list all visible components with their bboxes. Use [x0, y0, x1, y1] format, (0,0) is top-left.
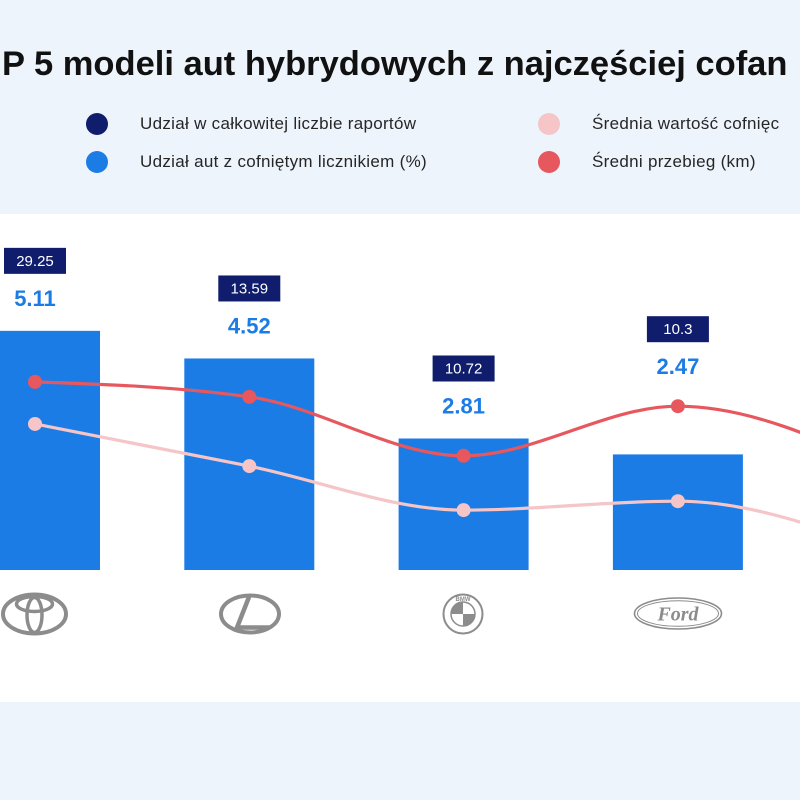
rollback-share-bar	[612, 454, 743, 570]
rollback-share-value-label: 2.81	[442, 393, 485, 418]
chart-title: P 5 modeli aut hybrydowych z najczęściej…	[2, 45, 788, 83]
rollback-value-point	[456, 503, 471, 518]
mileage-point	[670, 399, 685, 414]
legend-item-rollback-share: Udział aut z cofniętym licznikiem (%)	[86, 151, 427, 173]
report-share-label: 29.25	[16, 253, 54, 270]
rollback-value-point	[28, 416, 42, 431]
footer-band	[0, 702, 800, 800]
mileage-point	[28, 374, 42, 389]
rollback-share-value-label: 5.11	[14, 286, 56, 311]
bmw-logo: BMW	[442, 593, 484, 635]
rollback-share-value-label: 4.52	[228, 313, 271, 338]
report-share-label: 10.3	[663, 321, 692, 338]
mileage-point	[242, 389, 257, 404]
mileage-point	[456, 448, 471, 463]
report-share-box	[4, 247, 66, 274]
toyota-logo	[1, 592, 68, 636]
legend-label: Średnia wartość cofnięc	[592, 114, 780, 133]
report-share-box	[646, 316, 709, 343]
header-band	[0, 0, 800, 214]
legend-label: Średni przebieg (km)	[592, 152, 756, 171]
report-share-box	[432, 355, 495, 382]
legend-marker	[538, 113, 560, 135]
report-share-box	[218, 275, 281, 302]
ford-logo: Ford	[633, 597, 723, 630]
legend-label: Udział w całkowitej liczbie raportów	[140, 114, 417, 133]
legend-label: Udział aut z cofniętym licznikiem (%)	[140, 152, 427, 171]
rollback-value-point	[242, 459, 257, 474]
ford-logo-lettering: Ford	[656, 604, 699, 626]
rollback-share-value-label: 2.47	[656, 354, 699, 379]
lexus-logo	[219, 593, 281, 635]
legend-item-mileage: Średni przebieg (km)	[538, 151, 755, 173]
rollback-value-point	[670, 494, 685, 509]
line-points	[28, 374, 685, 518]
data-labels: 5.11 29.25 4.52 13.59 2.81 10.72 2.47 10.3	[4, 247, 709, 418]
report-share-label: 13.59	[231, 280, 269, 297]
bar-series	[0, 330, 743, 570]
legend-item-rollback-value: Średnia wartość cofnięc	[538, 113, 779, 135]
rollback-share-bar	[0, 330, 100, 570]
legend-marker	[86, 151, 108, 173]
report-share-label: 10.72	[445, 360, 483, 377]
bmw-logo-lettering: BMW	[456, 597, 471, 603]
legend-marker	[538, 151, 560, 173]
legend-item-report-share: Udział w całkowitej liczbie raportów	[86, 113, 416, 135]
legend-marker	[86, 113, 108, 135]
